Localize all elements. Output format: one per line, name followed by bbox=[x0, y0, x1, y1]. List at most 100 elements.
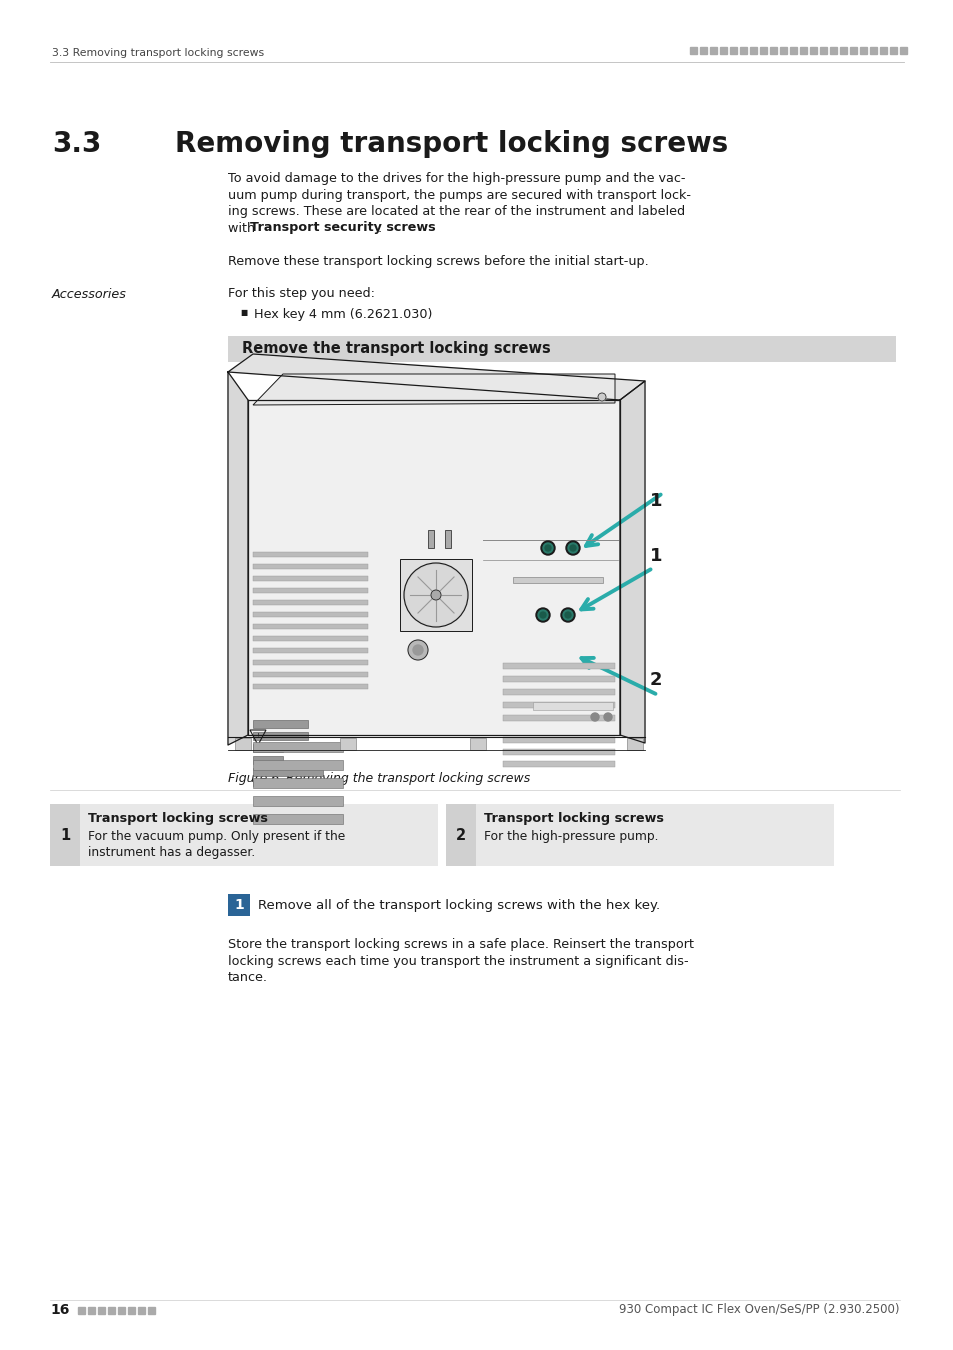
Text: !: ! bbox=[256, 733, 259, 738]
Bar bbox=[879, 47, 886, 54]
Circle shape bbox=[569, 545, 576, 551]
Bar bbox=[869, 47, 876, 54]
Bar bbox=[829, 47, 836, 54]
Bar bbox=[98, 1307, 105, 1314]
Circle shape bbox=[431, 590, 440, 599]
Bar bbox=[88, 1307, 95, 1314]
Bar bbox=[253, 624, 368, 629]
Text: ing screws. These are located at the rear of the instrument and labeled: ing screws. These are located at the rea… bbox=[228, 205, 684, 217]
Bar bbox=[253, 743, 343, 752]
Text: Transport locking screws: Transport locking screws bbox=[88, 811, 268, 825]
Bar bbox=[253, 672, 368, 676]
Bar bbox=[709, 47, 717, 54]
Bar bbox=[849, 47, 856, 54]
Bar bbox=[253, 636, 368, 641]
Bar bbox=[108, 1307, 115, 1314]
Text: Accessories: Accessories bbox=[52, 288, 127, 301]
Bar bbox=[50, 805, 437, 865]
Text: 1: 1 bbox=[649, 491, 661, 510]
Text: 2: 2 bbox=[649, 671, 661, 689]
Text: 1: 1 bbox=[649, 547, 661, 566]
Bar bbox=[820, 47, 826, 54]
Bar bbox=[502, 676, 615, 682]
Text: To avoid damage to the drives for the high-pressure pump and the vac-: To avoid damage to the drives for the hi… bbox=[228, 171, 685, 185]
Circle shape bbox=[406, 566, 465, 625]
Text: 3.3: 3.3 bbox=[52, 130, 101, 158]
Circle shape bbox=[565, 541, 579, 555]
Text: instrument has a degasser.: instrument has a degasser. bbox=[88, 846, 255, 859]
Bar bbox=[899, 47, 906, 54]
Bar bbox=[502, 702, 615, 707]
Bar bbox=[760, 47, 766, 54]
Bar bbox=[502, 716, 615, 721]
Bar bbox=[859, 47, 866, 54]
Bar bbox=[809, 47, 816, 54]
Text: Removing transport locking screws: Removing transport locking screws bbox=[174, 130, 727, 158]
Bar bbox=[626, 738, 642, 751]
Bar bbox=[253, 589, 368, 593]
Bar bbox=[339, 738, 355, 751]
Bar bbox=[446, 805, 476, 865]
Bar bbox=[128, 1307, 135, 1314]
Text: Transport locking screws: Transport locking screws bbox=[483, 811, 663, 825]
Bar bbox=[446, 805, 833, 865]
Bar bbox=[253, 732, 308, 740]
Bar bbox=[78, 1307, 85, 1314]
Text: Remove all of the transport locking screws with the hex key.: Remove all of the transport locking scre… bbox=[257, 899, 659, 911]
Bar bbox=[253, 744, 283, 752]
Bar bbox=[740, 47, 746, 54]
Text: For the high-pressure pump.: For the high-pressure pump. bbox=[483, 830, 658, 842]
Text: 1: 1 bbox=[233, 898, 244, 913]
Circle shape bbox=[560, 608, 575, 622]
Circle shape bbox=[544, 545, 551, 551]
Text: Remove these transport locking screws before the initial start-up.: Remove these transport locking screws be… bbox=[228, 255, 648, 267]
Polygon shape bbox=[228, 373, 248, 745]
Bar bbox=[253, 564, 368, 568]
Bar bbox=[253, 780, 288, 786]
Text: .: . bbox=[377, 221, 382, 235]
Text: Remove the transport locking screws: Remove the transport locking screws bbox=[242, 342, 550, 356]
Bar bbox=[700, 47, 706, 54]
Bar bbox=[533, 702, 613, 710]
Polygon shape bbox=[228, 354, 644, 400]
Bar bbox=[502, 663, 615, 670]
Text: For this step you need:: For this step you need: bbox=[228, 288, 375, 301]
Bar bbox=[253, 814, 343, 824]
Circle shape bbox=[567, 543, 578, 554]
Bar bbox=[253, 684, 368, 688]
Bar bbox=[253, 552, 368, 558]
Bar bbox=[502, 749, 615, 755]
Bar bbox=[889, 47, 896, 54]
Text: 930 Compact IC Flex Oven/SeS/PP (2.930.2500): 930 Compact IC Flex Oven/SeS/PP (2.930.2… bbox=[618, 1304, 899, 1316]
Text: Store the transport locking screws in a safe place. Reinsert the transport: Store the transport locking screws in a … bbox=[228, 938, 693, 950]
Bar bbox=[769, 47, 776, 54]
Text: Removing the transport locking screws: Removing the transport locking screws bbox=[274, 772, 530, 784]
Text: with: with bbox=[228, 221, 259, 235]
Bar bbox=[253, 756, 283, 764]
Bar bbox=[689, 47, 697, 54]
Bar bbox=[780, 47, 786, 54]
Text: For the vacuum pump. Only present if the: For the vacuum pump. Only present if the bbox=[88, 830, 345, 842]
Bar bbox=[513, 576, 602, 583]
Text: tance.: tance. bbox=[228, 971, 268, 984]
Bar bbox=[800, 47, 806, 54]
Circle shape bbox=[539, 612, 545, 618]
Polygon shape bbox=[619, 381, 644, 742]
Text: Figure 6: Figure 6 bbox=[228, 772, 279, 784]
Circle shape bbox=[562, 610, 573, 620]
Circle shape bbox=[540, 541, 555, 555]
Bar bbox=[228, 336, 895, 362]
Bar bbox=[138, 1307, 145, 1314]
Bar bbox=[789, 47, 796, 54]
Circle shape bbox=[564, 612, 571, 618]
Text: Transport security screws: Transport security screws bbox=[250, 221, 436, 235]
Bar bbox=[234, 738, 251, 751]
Bar bbox=[253, 612, 368, 617]
Bar bbox=[729, 47, 737, 54]
Text: Hex key 4 mm (6.2621.030): Hex key 4 mm (6.2621.030) bbox=[253, 308, 432, 321]
Bar bbox=[502, 737, 615, 742]
Circle shape bbox=[537, 610, 547, 620]
Bar bbox=[444, 531, 451, 548]
Circle shape bbox=[413, 645, 422, 655]
Text: 16: 16 bbox=[50, 1303, 70, 1318]
